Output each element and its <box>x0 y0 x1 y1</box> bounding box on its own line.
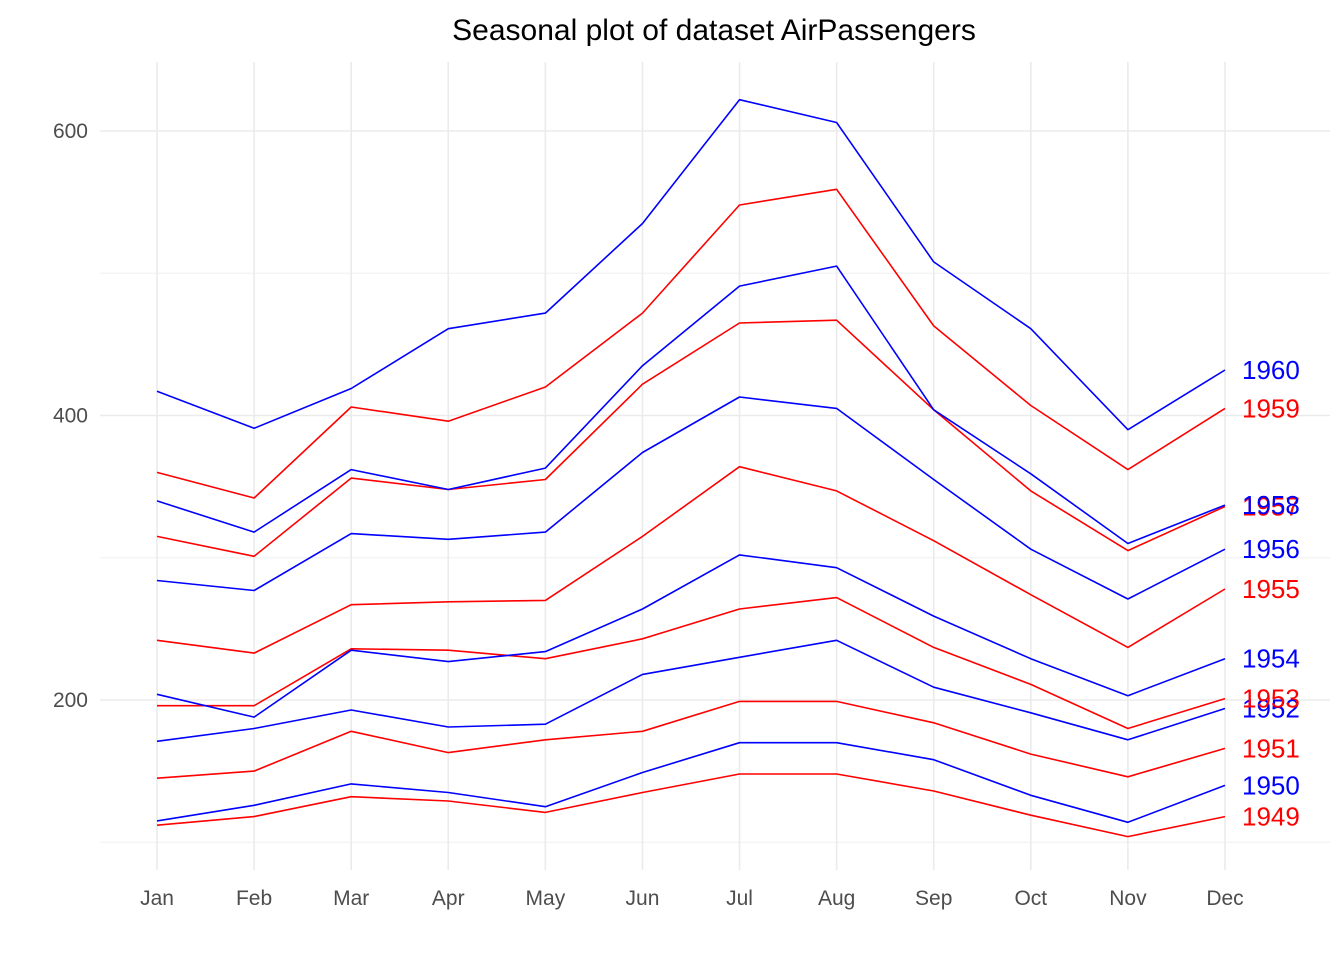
series-label-1953: 1953 <box>1242 684 1300 714</box>
x-tick-oct: Oct <box>1014 887 1047 910</box>
x-tick-jul: Jul <box>726 887 753 910</box>
x-tick-apr: Apr <box>432 887 465 910</box>
series-line-1960 <box>156 98 1226 431</box>
x-tick-aug: Aug <box>818 887 855 910</box>
series-line-1955 <box>156 465 1226 654</box>
y-tick-600: 600 <box>53 120 88 143</box>
series-label-1958: 1958 <box>1242 490 1300 520</box>
series-line-1959 <box>156 188 1226 499</box>
y-axis-ticks: 200 400 600 <box>53 120 88 712</box>
series-line-1958 <box>156 265 1226 545</box>
series-line-1954 <box>156 554 1226 718</box>
series-label-1949: 1949 <box>1242 802 1300 832</box>
x-tick-jan: Jan <box>140 887 174 910</box>
x-tick-may: May <box>526 887 566 910</box>
x-tick-mar: Mar <box>333 887 369 910</box>
x-tick-nov: Nov <box>1109 887 1147 910</box>
series-label-1960: 1960 <box>1242 355 1300 385</box>
chart-title: Seasonal plot of dataset AirPassengers <box>452 14 976 47</box>
y-tick-400: 400 <box>53 405 88 428</box>
series-line-1957 <box>156 319 1226 558</box>
x-tick-feb: Feb <box>236 887 272 910</box>
x-tick-sep: Sep <box>915 887 952 910</box>
series-line-1952 <box>156 639 1226 743</box>
series-line-1949 <box>156 773 1226 838</box>
series-label-1959: 1959 <box>1242 393 1300 423</box>
series-label-1954: 1954 <box>1242 644 1300 674</box>
series-label-1952: 1952 <box>1242 694 1300 724</box>
series-label-1951: 1951 <box>1242 733 1300 763</box>
series-label-1955: 1955 <box>1242 574 1300 604</box>
x-axis-ticks: Jan Feb Mar Apr May Jun Jul Aug Sep Oct Nov Dec <box>140 887 1244 910</box>
series-label-1957: 1957 <box>1242 492 1300 522</box>
x-tick-jun: Jun <box>626 887 660 910</box>
series-label-1950: 1950 <box>1242 770 1300 800</box>
series-label-1956: 1956 <box>1242 534 1300 564</box>
x-tick-dec: Dec <box>1206 887 1243 910</box>
series-lines <box>156 98 1226 838</box>
y-tick-200: 200 <box>53 689 88 712</box>
series-line-1953 <box>157 596 1226 730</box>
series-line-1956 <box>156 396 1226 600</box>
grid-lines <box>100 62 1330 870</box>
series-line-1951 <box>156 700 1226 779</box>
series-line-1950 <box>156 741 1226 824</box>
